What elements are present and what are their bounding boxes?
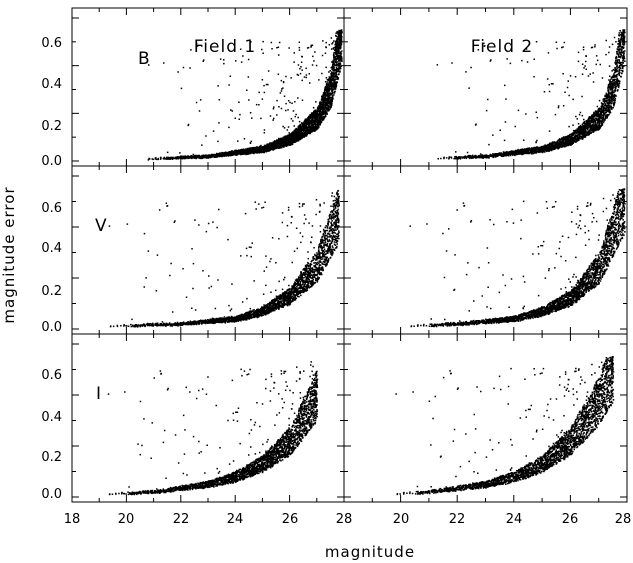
y-tick-labels-row-i: 0.0 0.2 0.4 0.6 <box>41 368 62 502</box>
x-tick-label: 22 <box>173 512 190 527</box>
y-tick-label: 0.6 <box>41 201 62 216</box>
y-tick-label: 0.6 <box>41 36 62 51</box>
x-tick-label: 26 <box>282 512 299 527</box>
panel-b-field-1-frame <box>71 7 345 167</box>
x-tick-label: 26 <box>562 512 579 527</box>
x-tick-label: 18 <box>64 512 81 527</box>
x-tick-labels-right: 20 22 24 26 28 <box>393 512 632 527</box>
y-axis-title: magnitude error <box>0 186 18 323</box>
column-title-field-2: Field 2 <box>471 37 533 57</box>
x-tick-label: 24 <box>227 512 244 527</box>
y-tick-label: 0.4 <box>41 77 62 92</box>
tick-marks <box>71 8 628 502</box>
x-tick-labels-left: 18 20 22 24 26 28 <box>64 512 353 527</box>
x-tick-label: 28 <box>615 512 632 527</box>
panel-b-field-1-points <box>147 29 343 161</box>
x-tick-label: 20 <box>393 512 410 527</box>
band-label-i: I <box>96 384 101 404</box>
panel-b-field-2-frame <box>343 7 628 167</box>
panel-i-field-1-points <box>107 361 319 496</box>
panel-v-field-2-points <box>409 188 626 328</box>
y-tick-label: 0.2 <box>41 284 62 299</box>
scatter-points <box>409 188 626 328</box>
y-tick-label: 0.0 <box>41 320 62 335</box>
x-tick-label: 22 <box>449 512 466 527</box>
y-tick-label: 0.4 <box>41 410 62 425</box>
panel-v-field-1-frame <box>71 165 345 335</box>
y-tick-label: 0.0 <box>41 487 62 502</box>
scatter-points <box>107 361 319 496</box>
panel-b-field-2-points <box>436 29 626 160</box>
x-tick-label: 24 <box>506 512 523 527</box>
y-tick-label: 0.6 <box>41 368 62 383</box>
y-tick-label: 0.4 <box>41 241 62 256</box>
panel-i-field-2-points <box>395 356 615 496</box>
band-label-v: V <box>95 216 107 236</box>
panel-v-field-2-frame <box>343 165 628 335</box>
y-tick-label: 0.2 <box>41 450 62 465</box>
scatter-points <box>147 29 343 161</box>
y-tick-labels-row-v: 0.0 0.2 0.4 0.6 <box>41 201 62 335</box>
x-axis-title: magnitude <box>325 543 415 561</box>
scatter-points <box>108 189 340 328</box>
x-tick-label: 20 <box>118 512 135 527</box>
y-tick-label: 0.2 <box>41 119 62 134</box>
panel-v-field-1-points <box>108 189 340 328</box>
y-tick-labels-row-b: 0.0 0.2 0.4 0.6 <box>41 36 62 169</box>
band-label-b: B <box>138 49 150 69</box>
column-title-field-1: Field 1 <box>194 37 256 57</box>
scatter-points <box>395 356 615 496</box>
scatter-points <box>436 29 626 160</box>
x-tick-label: 28 <box>336 512 353 527</box>
y-tick-label: 0.0 <box>41 154 62 169</box>
